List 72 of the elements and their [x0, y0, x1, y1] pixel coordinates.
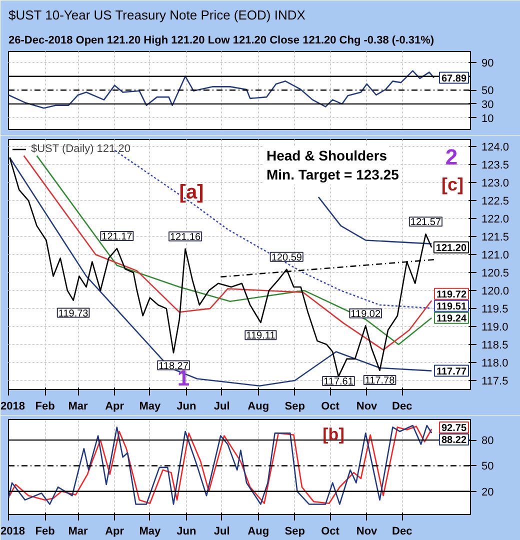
- y-tick-label: 120.5: [482, 268, 510, 280]
- y-tick-label: 30: [482, 98, 494, 111]
- annotation: [c]: [442, 174, 464, 194]
- x-tick-label: Apr: [105, 526, 125, 538]
- data-label: 117.78: [364, 376, 396, 386]
- y-tick-label: 122.5: [482, 196, 510, 208]
- x-tick-label: Mar: [68, 526, 89, 538]
- x-tick-label: May: [139, 400, 162, 412]
- x-tick-label: Oct: [321, 400, 340, 412]
- y-tick-label: 50: [482, 460, 494, 473]
- data-label: 121.57: [410, 217, 442, 228]
- data-label: 121.17: [102, 231, 133, 242]
- data-label: 117.77: [436, 366, 467, 378]
- x-tick-label: Dec: [392, 400, 412, 412]
- annotation: [a]: [179, 182, 204, 204]
- y-tick-label: 121.5: [482, 232, 510, 244]
- annotation: 2: [445, 144, 458, 170]
- x-tick-label: 2018: [0, 526, 25, 538]
- line-series: [8, 70, 435, 109]
- data-label: 118.27: [158, 360, 189, 372]
- x-tick-label: Jun: [176, 400, 197, 412]
- data-label: 88.22: [441, 435, 467, 446]
- y-tick-label: 117.5: [482, 376, 508, 388]
- y-tick-label: 122.0: [482, 214, 510, 226]
- y-tick-label: 123.0: [482, 178, 510, 190]
- y-tick-label: 121.0: [482, 250, 510, 262]
- x-tick-label: Nov: [356, 400, 378, 412]
- data-label: 119.11: [246, 330, 276, 342]
- data-label: 121.16: [170, 232, 202, 243]
- y-tick-label: 119.5: [482, 304, 508, 316]
- chart-title: $UST 10-Year US Treasury Note Price (EOD) INDX: [8, 8, 306, 22]
- annotation: Head & Shoulders Min. Target = 123.25: [266, 148, 400, 182]
- data-label: 119.02: [350, 308, 381, 320]
- y-tick-label: 118.0: [482, 358, 508, 370]
- x-tick-label: Aug: [248, 526, 270, 538]
- x-tick-label: Feb: [35, 526, 56, 538]
- data-label: 121.20: [436, 242, 467, 254]
- data-label: 120.59: [271, 252, 302, 264]
- data-label: 67.89: [441, 73, 467, 84]
- x-tick-label: Jul: [214, 526, 230, 538]
- x-tick-label: Jul: [214, 400, 230, 412]
- x-tick-label: Feb: [35, 400, 56, 412]
- x-tick-label: Sep: [284, 400, 306, 412]
- annotation: [b]: [322, 425, 344, 444]
- y-tick-label: 10: [482, 112, 494, 125]
- chart-subtitle: 26-Dec-2018 Open 121.20 High 121.20 Low 121.20 Close 121.20 Chg -0.38 (-0.31%): [8, 34, 434, 46]
- x-tick-label: Apr: [105, 400, 125, 412]
- data-label: 117.61: [324, 376, 354, 388]
- y-tick-label: 50: [482, 85, 494, 98]
- data-label: 119.73: [58, 308, 89, 320]
- x-tick-label: Oct: [321, 526, 340, 538]
- x-tick-label: Mar: [68, 400, 89, 412]
- y-tick-label: 20: [482, 486, 494, 498]
- y-tick-label: 118.5: [482, 340, 508, 352]
- y-tick-label: 123.5: [482, 160, 510, 172]
- y-tick-label: 90: [482, 58, 494, 70]
- x-tick-label: 2018: [0, 400, 25, 412]
- data-label: 119.72: [436, 289, 467, 300]
- x-tick-label: May: [139, 526, 162, 538]
- y-tick-label: 119.0: [482, 322, 508, 334]
- x-tick-label: Aug: [248, 400, 270, 412]
- data-label: 119.51: [436, 301, 467, 312]
- legend-label: $UST (Daily) 121.20: [31, 143, 130, 155]
- x-tick-label: Dec: [392, 526, 412, 538]
- y-tick-label: 124.0: [482, 142, 510, 154]
- y-tick-label: 80: [482, 435, 494, 448]
- data-label: 92.75: [441, 423, 467, 434]
- data-label: 119.24: [436, 313, 467, 324]
- y-tick-label: 120.0: [482, 286, 510, 298]
- x-tick-label: Jun: [176, 526, 197, 538]
- x-tick-label: Nov: [356, 526, 378, 538]
- x-tick-label: Sep: [284, 526, 306, 538]
